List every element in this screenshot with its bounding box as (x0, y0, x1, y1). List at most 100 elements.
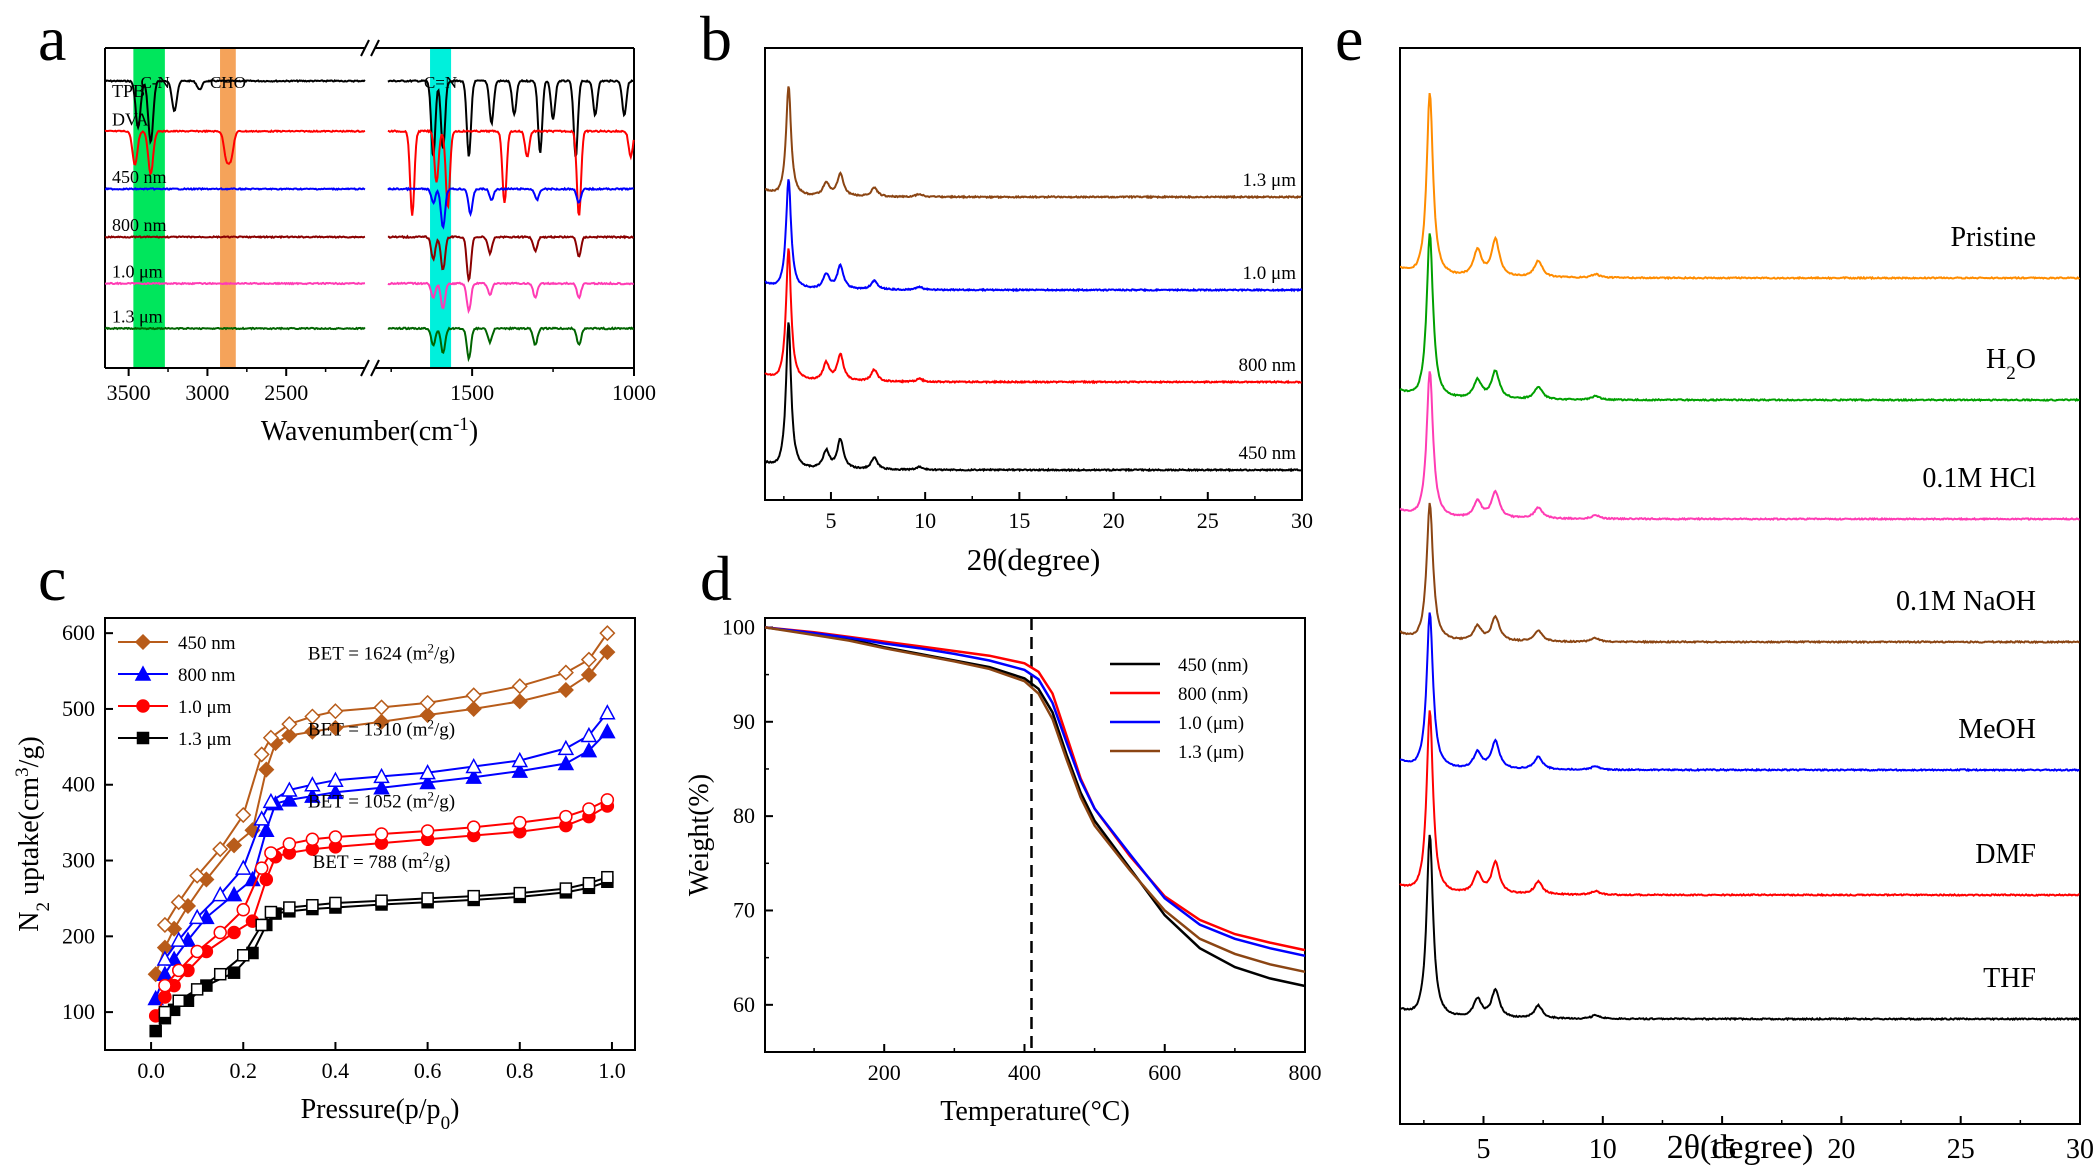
series-label: Pristine (1950, 222, 2036, 253)
axis-break-mark (360, 39, 370, 57)
pattern-1.0 μm (764, 179, 1303, 293)
legend-label: 1.0 μm (178, 697, 232, 718)
x-axis-title: Pressure(p/p0) (301, 1094, 460, 1134)
legend-label: 800 (nm) (1178, 684, 1248, 705)
series-label: 1.3 μm (1243, 170, 1297, 191)
adsorption-point (327, 783, 344, 800)
desorption-point (213, 925, 227, 940)
desorption-point (190, 983, 204, 996)
plot-frame (764, 617, 1306, 1053)
panel-letter-e: e (1335, 3, 1363, 74)
y-tick-label: 300 (62, 848, 95, 873)
desorption-point (466, 820, 481, 834)
panel-letter-d: d (700, 543, 732, 614)
panel-letter-b: b (700, 3, 732, 74)
x-tick-label: 3000 (185, 380, 229, 405)
series-label: 1.0 μm (1243, 263, 1297, 284)
pattern-1.3 μm (764, 86, 1302, 200)
pattern-450 nm (764, 322, 1302, 473)
pattern-MeOH (1399, 612, 2080, 773)
desorption-point (329, 896, 342, 910)
desorption-point (156, 950, 174, 966)
desorption-point (465, 757, 482, 774)
bet-annotation: BET = 788 (m2/g) (313, 849, 451, 874)
adsorption-point (304, 787, 321, 803)
adsorption-point (419, 773, 436, 790)
legend-label: 450 nm (178, 633, 236, 654)
x-axis-title-part: ) (469, 416, 478, 447)
tga-curve-800 (nm) (764, 626, 1306, 952)
y-tick-label: 100 (62, 999, 95, 1024)
series-label: THF (1983, 963, 2036, 994)
y-tick-label: 500 (62, 696, 95, 721)
adsorption-point (373, 779, 390, 795)
desorption-point (419, 764, 436, 780)
y-axis-title-part: N (14, 912, 45, 932)
x-tick-label: 0.2 (230, 1058, 258, 1083)
legend-marker (134, 665, 152, 681)
series-label: 1.3 μm (112, 307, 163, 327)
adsorption-point (557, 681, 574, 699)
adsorption-point (580, 742, 598, 758)
desorption-point (282, 837, 297, 851)
series-label: 450 nm (112, 167, 167, 187)
y-axis-title: Weight(%) (684, 774, 715, 896)
tga-curve-450 (nm) (764, 626, 1306, 988)
adsorption-point (599, 644, 616, 661)
legend-marker (134, 633, 152, 651)
x-tick-label: 1.0 (598, 1058, 626, 1083)
desorption-point (211, 886, 229, 902)
legend-label: 1.3 μm (178, 729, 232, 750)
desorption-point (557, 664, 574, 681)
y-axis-title-part: 2 (33, 902, 54, 912)
desorption-point (580, 726, 598, 743)
x-axis-title-part: ) (450, 1094, 459, 1125)
series-label: MeOH (1958, 714, 2036, 745)
x-tick-label: 1000 (612, 380, 656, 405)
y-axis-title-part: uptake(cm (14, 777, 45, 902)
y-tick-label: 90 (733, 709, 755, 734)
adsorption-point (304, 723, 321, 740)
bet-annotation-part: BET = 1052 (m (308, 791, 428, 812)
spectrum-right-TPB (387, 78, 634, 158)
series-label-part: H (1986, 344, 2006, 375)
spectrum-left-TPB (104, 79, 366, 146)
tga-curve-1.0 (μm) (764, 626, 1306, 958)
adsorption-point (599, 723, 616, 739)
desorption-point (419, 694, 436, 711)
adsorption-point (511, 762, 529, 778)
adsorption-point (149, 1024, 162, 1038)
desorption-point (375, 894, 388, 907)
series-label: 0.1M NaOH (1896, 586, 2036, 617)
x-axis-title: Wavenumber(cm-1) (261, 414, 478, 448)
desorption-point (580, 651, 597, 668)
legend-label: 1.0 (μm) (1178, 713, 1244, 734)
desorption-point (188, 908, 206, 925)
band-label: C=N (424, 73, 457, 92)
bet-annotation-part: BET = 788 (m (313, 852, 423, 873)
x-axis-title: 2θ(degree) (967, 542, 1101, 577)
adsorption-point (258, 821, 275, 837)
series-label: DVA (112, 109, 149, 129)
x-tick-label: 5 (825, 508, 836, 533)
axis-break-mark (370, 39, 380, 57)
x-tick-label: 0.0 (137, 1058, 165, 1083)
desorption-point (264, 905, 278, 919)
x-tick-label: 10 (1589, 1134, 1617, 1165)
bet-annotation-part: 2 (428, 640, 434, 655)
bet-annotation-part: BET = 1310 (m (308, 719, 428, 740)
pattern-DMF (1399, 710, 2080, 897)
y-tick-label: 200 (62, 923, 95, 948)
x-tick-label: 20 (1103, 508, 1125, 533)
spectrum-right-450 nm (387, 186, 634, 230)
series-label-part: O (2016, 344, 2036, 375)
adsorption-point (419, 706, 436, 724)
bet-annotation-part: BET = 1624 (m (308, 644, 428, 665)
x-tick-label: 0.6 (414, 1058, 442, 1083)
y-tick-label: 400 (62, 772, 95, 797)
tga-curve-1.3 (μm) (764, 626, 1306, 974)
desorption-point (513, 815, 527, 830)
bet-annotation: BET = 1624 (m2/g) (308, 640, 455, 665)
desorption-point (304, 708, 321, 725)
